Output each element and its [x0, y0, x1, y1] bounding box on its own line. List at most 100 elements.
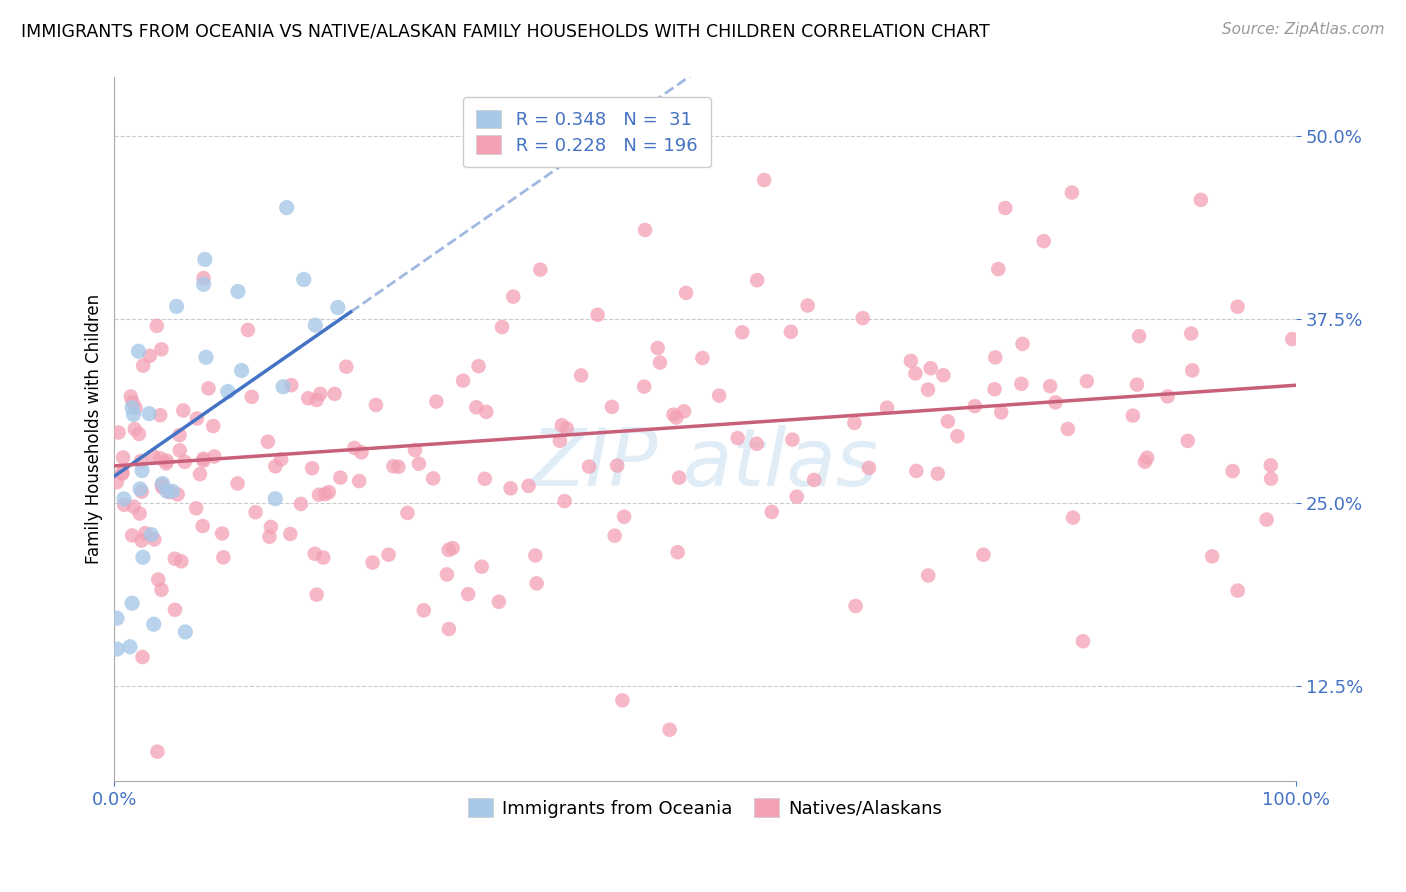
Point	[139, 349, 162, 363]
Point	[131, 484, 153, 499]
Point	[668, 470, 690, 484]
Point	[276, 201, 298, 215]
Point	[155, 456, 177, 470]
Point	[127, 344, 149, 359]
Point	[983, 382, 1005, 396]
Text: IMMIGRANTS FROM OCEANIA VS NATIVE/ALASKAN FAMILY HOUSEHOLDS WITH CHILDREN CORREL: IMMIGRANTS FROM OCEANIA VS NATIVE/ALASKA…	[21, 22, 990, 40]
Point	[437, 622, 460, 636]
Point	[425, 394, 447, 409]
Point	[314, 487, 336, 501]
Point	[128, 427, 150, 442]
Point	[152, 480, 174, 494]
Point	[297, 392, 319, 406]
Point	[150, 478, 173, 492]
Point	[124, 422, 146, 436]
Point	[149, 451, 172, 466]
Point	[457, 587, 479, 601]
Point	[159, 485, 181, 500]
Point	[491, 320, 513, 334]
Point	[169, 428, 191, 442]
Point	[264, 491, 287, 506]
Point	[112, 450, 135, 465]
Point	[257, 434, 280, 449]
Point	[658, 723, 681, 737]
Point	[1126, 377, 1149, 392]
Point	[350, 445, 373, 459]
Point	[963, 399, 986, 413]
Point	[754, 173, 776, 187]
Point	[142, 617, 165, 632]
Point	[131, 533, 153, 548]
Point	[169, 443, 191, 458]
Point	[1180, 326, 1202, 341]
Point	[118, 640, 141, 654]
Point	[107, 425, 129, 440]
Point	[305, 392, 328, 407]
Text: ZIP atlas: ZIP atlas	[531, 425, 879, 503]
Point	[984, 351, 1007, 365]
Point	[290, 497, 312, 511]
Point	[612, 693, 634, 707]
Point	[1128, 329, 1150, 343]
Point	[121, 596, 143, 610]
Point	[920, 361, 942, 376]
Point	[148, 573, 170, 587]
Point	[105, 475, 128, 490]
Point	[240, 390, 263, 404]
Point	[524, 549, 547, 563]
Point	[194, 252, 217, 267]
Point	[662, 408, 685, 422]
Point	[1076, 374, 1098, 388]
Point	[932, 368, 955, 383]
Point	[502, 290, 524, 304]
Point	[844, 416, 866, 430]
Point	[554, 494, 576, 508]
Point	[606, 458, 628, 473]
Point	[112, 491, 135, 506]
Point	[1156, 389, 1178, 403]
Point	[152, 476, 174, 491]
Point	[347, 474, 370, 488]
Point	[193, 271, 215, 285]
Point	[1256, 512, 1278, 526]
Point	[111, 467, 134, 481]
Point	[1189, 193, 1212, 207]
Point	[323, 387, 346, 401]
Point	[917, 568, 939, 582]
Point	[1045, 395, 1067, 409]
Point	[270, 452, 292, 467]
Point	[917, 383, 939, 397]
Point	[586, 308, 609, 322]
Point	[202, 419, 225, 434]
Point	[1177, 434, 1199, 448]
Point	[782, 433, 804, 447]
Point	[1136, 450, 1159, 465]
Point	[146, 745, 169, 759]
Point	[665, 410, 688, 425]
Point	[112, 498, 135, 512]
Point	[343, 441, 366, 455]
Point	[666, 545, 689, 559]
Point	[141, 527, 163, 541]
Point	[166, 299, 188, 313]
Point	[551, 418, 574, 433]
Point	[156, 454, 179, 468]
Point	[326, 301, 349, 315]
Point	[172, 403, 194, 417]
Point	[280, 378, 302, 392]
Point	[149, 409, 172, 423]
Point	[170, 554, 193, 568]
Point	[692, 351, 714, 365]
Point	[613, 509, 636, 524]
Point	[994, 201, 1017, 215]
Point	[292, 272, 315, 286]
Point	[412, 603, 434, 617]
Point	[633, 379, 655, 393]
Point	[301, 461, 323, 475]
Point	[120, 390, 142, 404]
Point	[467, 359, 489, 373]
Point	[382, 459, 405, 474]
Point	[212, 550, 235, 565]
Point	[132, 359, 155, 373]
Point	[131, 463, 153, 477]
